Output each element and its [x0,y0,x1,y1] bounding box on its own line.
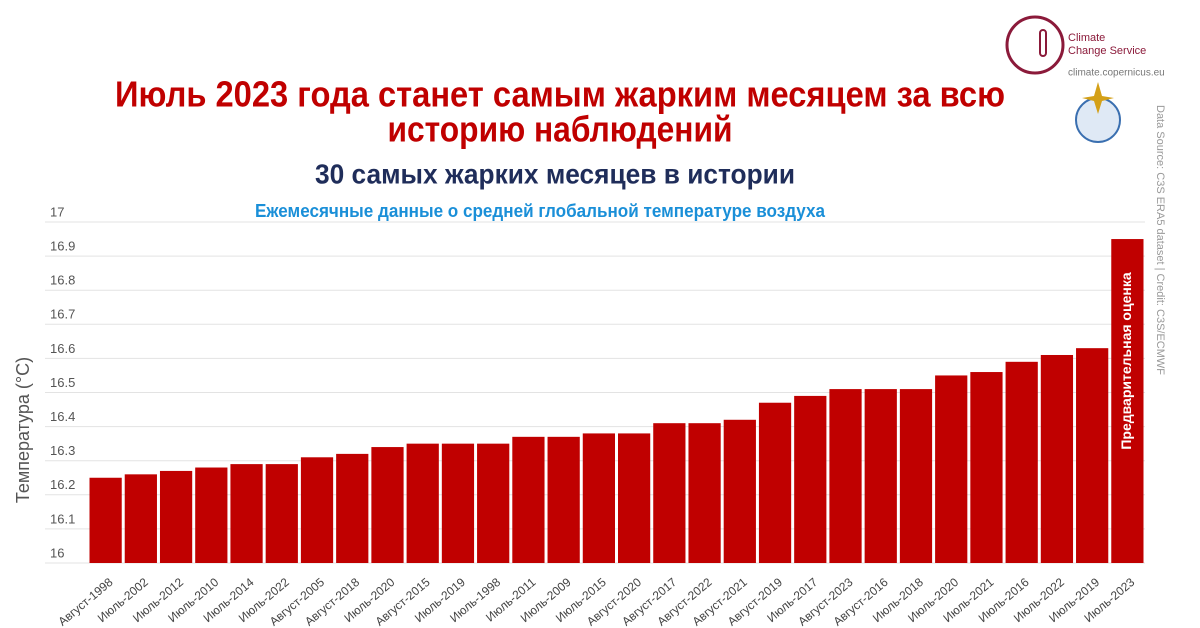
y-tick-label: 16.1 [50,511,75,526]
y-tick-label: 16.5 [50,375,75,390]
wmo-star [1082,82,1114,114]
bar [195,467,228,563]
bar [829,389,862,563]
bar [265,464,298,563]
logo-url: climate.copernicus.eu [1068,68,1165,79]
credit: Data Source: C3S ERA5 dataset | Credit: … [1154,105,1166,375]
bar [864,389,897,563]
bar [1005,361,1038,563]
logo-text: Change Service [1068,45,1146,57]
bar [653,423,686,563]
bar [230,464,263,563]
bar [1076,348,1109,563]
y-tick-label: 16 [50,545,64,560]
chart-title: Июль 2023 года станет самым жарким месяц… [115,74,1005,115]
annotation: Предварительная оценка [1118,272,1134,450]
chart-title: историю наблюдений [388,109,733,150]
bar [336,453,369,563]
y-tick-label: 17 [50,204,64,219]
bar [89,477,122,563]
logo: Climate Change Service climate.copernicu… [1005,15,1165,143]
chart-subtitle: 30 самых жарких месяцев в истории [315,158,795,189]
bar [970,372,1003,563]
bar [441,443,475,563]
bar [688,423,721,563]
y-tick-label: 16.3 [50,443,75,458]
y-tick-label: 16.2 [50,477,75,492]
chart-caption: Ежемесячные данные о средней глобальной … [255,201,826,221]
bar [899,389,933,563]
bar [935,375,968,563]
bar [406,443,439,563]
logo-thermometer [1039,29,1047,57]
y-tick-label: 16.9 [50,239,75,254]
bar [124,474,157,563]
logo-text: Climate [1068,32,1105,44]
y-axis-label: Температура (°C) [13,357,33,503]
bar [512,436,545,563]
bar [618,433,651,563]
bar [1040,354,1074,563]
bar [300,457,334,563]
bar [159,470,193,563]
bar [371,447,404,563]
bar [758,402,792,563]
bar [582,433,615,563]
bar [1111,239,1144,564]
y-tick-label: 16.6 [50,341,75,356]
y-tick-label: 16.4 [50,409,75,424]
y-tick-label: 16.7 [50,307,75,322]
bar [477,443,510,563]
logo-ring [1005,15,1065,75]
bar [723,419,756,563]
bar [794,395,827,563]
y-tick-label: 16.8 [50,273,75,288]
bar [547,436,580,563]
